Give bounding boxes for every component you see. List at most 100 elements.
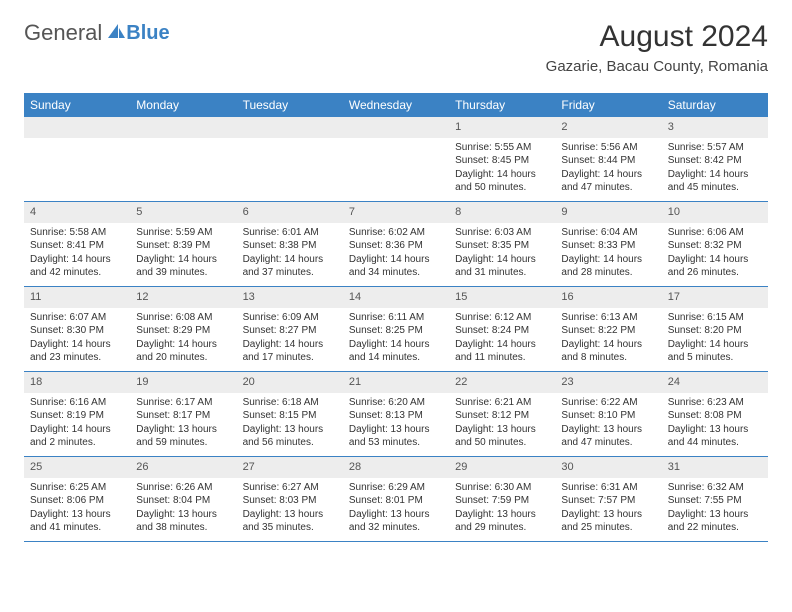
sunrise-label: Sunrise: 6:02 AM [349,226,443,240]
sunrise-label: Sunrise: 6:11 AM [349,311,443,325]
calendar-cell: 24Sunrise: 6:23 AMSunset: 8:08 PMDayligh… [662,372,768,456]
daylight2-label: and 8 minutes. [561,351,655,365]
logo-sail-icon [106,22,126,45]
calendar-cell: 22Sunrise: 6:21 AMSunset: 8:12 PMDayligh… [449,372,555,456]
calendar-cell: 3Sunrise: 5:57 AMSunset: 8:42 PMDaylight… [662,117,768,201]
day-number: 25 [24,457,130,478]
calendar-cell: 9Sunrise: 6:04 AMSunset: 8:33 PMDaylight… [555,202,661,286]
sunset-label: Sunset: 8:42 PM [668,154,762,168]
day-number: 23 [555,372,661,393]
sunset-label: Sunset: 8:44 PM [561,154,655,168]
sunset-label: Sunset: 8:36 PM [349,239,443,253]
daylight2-label: and 14 minutes. [349,351,443,365]
daylight2-label: and 56 minutes. [243,436,337,450]
sunset-label: Sunset: 8:39 PM [136,239,230,253]
cell-body: Sunrise: 6:06 AMSunset: 8:32 PMDaylight:… [662,223,768,286]
day-number: 2 [555,117,661,138]
daylight2-label: and 25 minutes. [561,521,655,535]
sunrise-label: Sunrise: 6:30 AM [455,481,549,495]
day-number: 4 [24,202,130,223]
daylight1-label: Daylight: 14 hours [30,253,124,267]
cell-body: Sunrise: 6:13 AMSunset: 8:22 PMDaylight:… [555,308,661,371]
brand-general: General [24,20,102,46]
day-number: 31 [662,457,768,478]
calendar-cell: 2Sunrise: 5:56 AMSunset: 8:44 PMDaylight… [555,117,661,201]
cell-body: Sunrise: 6:26 AMSunset: 8:04 PMDaylight:… [130,478,236,541]
sunrise-label: Sunrise: 6:03 AM [455,226,549,240]
sunset-label: Sunset: 8:22 PM [561,324,655,338]
calendar-cell: 26Sunrise: 6:26 AMSunset: 8:04 PMDayligh… [130,457,236,541]
calendar-cell: 25Sunrise: 6:25 AMSunset: 8:06 PMDayligh… [24,457,130,541]
day-number: 16 [555,287,661,308]
cell-body: Sunrise: 6:04 AMSunset: 8:33 PMDaylight:… [555,223,661,286]
daylight2-label: and 53 minutes. [349,436,443,450]
cell-body: Sunrise: 6:16 AMSunset: 8:19 PMDaylight:… [24,393,130,456]
day-number: 6 [237,202,343,223]
daylight1-label: Daylight: 14 hours [243,338,337,352]
day-number: 24 [662,372,768,393]
sunrise-label: Sunrise: 6:15 AM [668,311,762,325]
daylight2-label: and 50 minutes. [455,436,549,450]
daylight1-label: Daylight: 13 hours [136,508,230,522]
daylight1-label: Daylight: 13 hours [349,508,443,522]
cell-body: Sunrise: 6:21 AMSunset: 8:12 PMDaylight:… [449,393,555,456]
daylight1-label: Daylight: 13 hours [455,423,549,437]
header: General Blue August 2024 Gazarie, Bacau … [24,20,768,75]
sunset-label: Sunset: 8:03 PM [243,494,337,508]
sunrise-label: Sunrise: 6:04 AM [561,226,655,240]
daylight1-label: Daylight: 14 hours [30,423,124,437]
empty-day-bar [24,117,130,138]
daylight1-label: Daylight: 14 hours [455,253,549,267]
sunset-label: Sunset: 8:13 PM [349,409,443,423]
sunset-label: Sunset: 8:38 PM [243,239,337,253]
sunset-label: Sunset: 8:24 PM [455,324,549,338]
cell-body: Sunrise: 6:08 AMSunset: 8:29 PMDaylight:… [130,308,236,371]
day-number: 14 [343,287,449,308]
cell-body: Sunrise: 6:11 AMSunset: 8:25 PMDaylight:… [343,308,449,371]
daylight2-label: and 5 minutes. [668,351,762,365]
calendar-cell: 6Sunrise: 6:01 AMSunset: 8:38 PMDaylight… [237,202,343,286]
sunrise-label: Sunrise: 6:21 AM [455,396,549,410]
sunrise-label: Sunrise: 6:18 AM [243,396,337,410]
daylight1-label: Daylight: 14 hours [349,253,443,267]
weekday-header: Friday [555,93,661,117]
calendar-cell: 23Sunrise: 6:22 AMSunset: 8:10 PMDayligh… [555,372,661,456]
day-number: 22 [449,372,555,393]
empty-day-bar [130,117,236,138]
calendar-cell: 1Sunrise: 5:55 AMSunset: 8:45 PMDaylight… [449,117,555,201]
sunrise-label: Sunrise: 6:25 AM [30,481,124,495]
cell-body: Sunrise: 6:15 AMSunset: 8:20 PMDaylight:… [662,308,768,371]
sunrise-label: Sunrise: 5:55 AM [455,141,549,155]
sunset-label: Sunset: 8:29 PM [136,324,230,338]
day-number: 12 [130,287,236,308]
sunrise-label: Sunrise: 6:31 AM [561,481,655,495]
weekday-header: Saturday [662,93,768,117]
sunrise-label: Sunrise: 6:27 AM [243,481,337,495]
sunset-label: Sunset: 8:30 PM [30,324,124,338]
daylight2-label: and 45 minutes. [668,181,762,195]
cell-body: Sunrise: 6:02 AMSunset: 8:36 PMDaylight:… [343,223,449,286]
daylight1-label: Daylight: 13 hours [561,508,655,522]
sunrise-label: Sunrise: 6:07 AM [30,311,124,325]
daylight1-label: Daylight: 13 hours [136,423,230,437]
sunset-label: Sunset: 8:10 PM [561,409,655,423]
calendar-cell: 17Sunrise: 6:15 AMSunset: 8:20 PMDayligh… [662,287,768,371]
calendar-cell: 8Sunrise: 6:03 AMSunset: 8:35 PMDaylight… [449,202,555,286]
day-number: 3 [662,117,768,138]
daylight2-label: and 41 minutes. [30,521,124,535]
calendar-cell [343,117,449,201]
sunset-label: Sunset: 7:57 PM [561,494,655,508]
daylight2-label: and 37 minutes. [243,266,337,280]
daylight2-label: and 34 minutes. [349,266,443,280]
sunset-label: Sunset: 8:20 PM [668,324,762,338]
daylight1-label: Daylight: 14 hours [136,338,230,352]
cell-body: Sunrise: 5:58 AMSunset: 8:41 PMDaylight:… [24,223,130,286]
sunrise-label: Sunrise: 6:12 AM [455,311,549,325]
daylight2-label: and 2 minutes. [30,436,124,450]
daylight1-label: Daylight: 14 hours [455,168,549,182]
day-number: 15 [449,287,555,308]
daylight1-label: Daylight: 13 hours [668,508,762,522]
calendar: Sunday Monday Tuesday Wednesday Thursday… [24,93,768,542]
day-number: 1 [449,117,555,138]
calendar-cell: 7Sunrise: 6:02 AMSunset: 8:36 PMDaylight… [343,202,449,286]
